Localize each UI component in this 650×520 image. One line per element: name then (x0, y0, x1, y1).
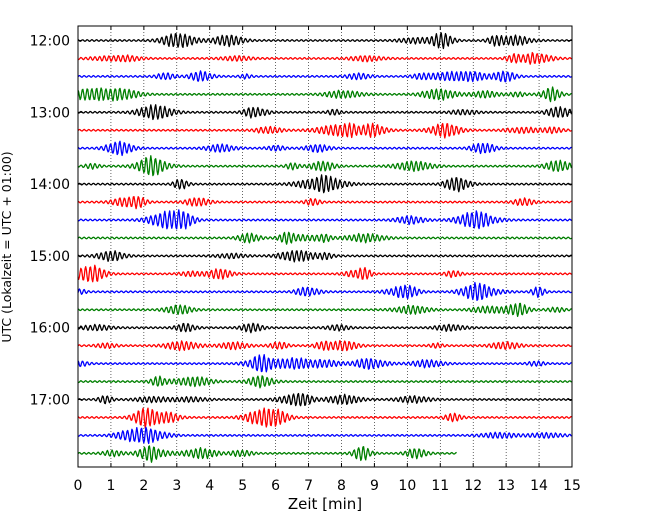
x-tick-label: 10 (398, 478, 416, 494)
y-tick-label: 16:00 (30, 321, 70, 337)
seismogram-trace (77, 264, 572, 283)
y-tick-label: 13:00 (30, 105, 70, 121)
y-tick-label: 17:00 (30, 393, 70, 409)
seismogram-trace (77, 51, 572, 65)
seismogram-trace (77, 354, 572, 373)
x-tick-label: 4 (205, 478, 214, 494)
x-tick-label: 2 (139, 478, 148, 494)
x-tick-label: 3 (172, 478, 181, 494)
plot-frame (77, 25, 573, 468)
y-tick-label: 12:00 (30, 34, 70, 50)
seismogram-trace (77, 249, 572, 263)
seismogram-trace (77, 209, 572, 230)
x-axis-label: Zeit [min] (288, 495, 362, 513)
seismogram-trace (77, 104, 573, 121)
seismogram-trace (77, 196, 572, 210)
seismogram-trace (77, 392, 572, 407)
seismogram-trace (77, 322, 572, 334)
seismogram-trace (77, 86, 572, 103)
seismogram-trace (77, 407, 572, 429)
x-tick-label: 5 (238, 478, 247, 494)
seismogram-trace (77, 426, 573, 445)
x-tick-label: 13 (497, 478, 515, 494)
x-tick-label: 0 (74, 478, 83, 494)
x-tick-label: 14 (530, 478, 548, 494)
x-axis-ticks: 0 1 2 3 4 5 6 7 8 9 10 11 12 13 14 15 (74, 26, 581, 494)
seismogram-trace (77, 445, 457, 463)
x-tick-label: 15 (563, 478, 581, 494)
x-tick-label: 7 (304, 478, 313, 494)
seismogram-trace (77, 140, 572, 157)
seismogram-trace (77, 174, 572, 194)
seismogram-trace (77, 70, 572, 83)
x-tick-label: 6 (271, 478, 280, 494)
seismogram-trace (77, 32, 572, 50)
y-tick-label: 15:00 (30, 249, 70, 265)
x-tick-label: 11 (431, 478, 449, 494)
x-tick-label: 8 (337, 478, 346, 494)
seismogram-trace (77, 231, 572, 245)
seismogram-trace (77, 302, 572, 318)
seismogram-trace (77, 340, 572, 352)
x-tick-label: 9 (370, 478, 379, 494)
seismogram-trace (77, 122, 572, 139)
y-axis-label: UTC (Lokalzeit = UTC + 01:00) (0, 151, 14, 342)
seismogram-trace (77, 155, 573, 177)
x-tick-label: 12 (464, 478, 482, 494)
y-axis-ticks: 12:00 13:00 14:00 15:00 16:00 17:00 (30, 34, 572, 409)
y-tick-label: 14:00 (30, 177, 70, 193)
seismogram-trace (77, 281, 572, 301)
x-tick-label: 1 (106, 478, 115, 494)
seismogram-trace (77, 375, 572, 389)
seismogram-traces (77, 32, 573, 463)
